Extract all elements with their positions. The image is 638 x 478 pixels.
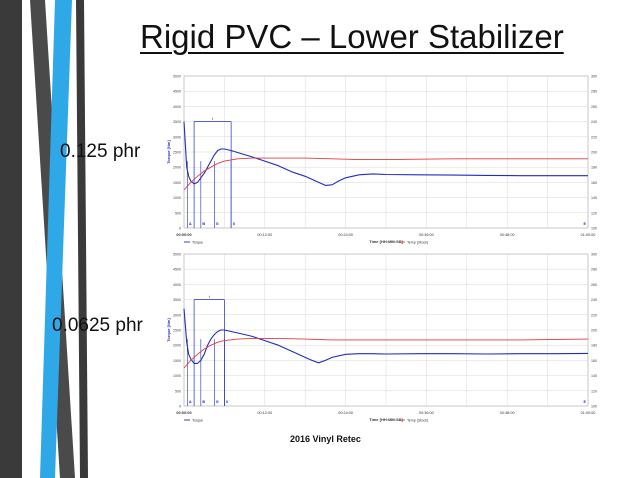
y-tick-left-label: 1000 xyxy=(173,196,181,200)
y-tick-right-label: 100 xyxy=(591,405,597,409)
slide-title: Rigid PVC – Lower Stabilizer xyxy=(140,18,564,55)
temp-series xyxy=(183,337,589,369)
y-tick-left-label: 3000 xyxy=(173,135,181,139)
x-tick-label: 00:24:00 xyxy=(338,411,353,415)
y-tick-right-label: 300 xyxy=(591,75,597,79)
marker-label: X xyxy=(233,222,236,226)
y-tick-right-label: 180 xyxy=(591,166,597,170)
marker-label: X xyxy=(226,400,229,404)
y-tick-left-label: 500 xyxy=(175,211,181,215)
y-tick-right-label: 200 xyxy=(591,151,597,155)
legend-label-torque: Torque xyxy=(192,418,203,422)
torque-series xyxy=(183,121,588,186)
y-tick-right-label: 200 xyxy=(591,329,597,333)
interval-label: t xyxy=(212,116,214,121)
y-tick-left-label: 500 xyxy=(175,389,181,393)
x-tick-label: 00:00:00 xyxy=(176,233,191,237)
y-tick-right-label: 220 xyxy=(591,313,597,317)
y-tick-left-label: 2000 xyxy=(173,166,181,170)
x-axis-label: Time [HH:MM:SS] xyxy=(369,417,403,422)
y-tick-right-label: 280 xyxy=(591,90,597,94)
y-tick-right-label: 240 xyxy=(591,298,597,302)
chart-label-2: 0.0625 phr xyxy=(52,315,143,336)
decorative-stripes xyxy=(0,0,88,478)
x-tick-label: 00:00:00 xyxy=(176,411,191,415)
y-tick-right-label: 120 xyxy=(591,389,597,393)
slide-footer: 2016 Vinyl Retec xyxy=(290,434,361,444)
x-tick-label: 00:12:00 xyxy=(257,233,272,237)
marker-label-end: E xyxy=(583,222,586,226)
blue-stripe xyxy=(40,0,72,478)
marker-label-end: E xyxy=(583,400,586,404)
y-tick-left-label: 4000 xyxy=(173,283,181,287)
y-tick-left-label: 2000 xyxy=(173,344,181,348)
y-tick-left-label: 3000 xyxy=(173,313,181,317)
marker-label: B xyxy=(202,222,205,226)
y-axis-left-label: Torque [Nm] xyxy=(166,140,171,164)
y-tick-left-label: 5000 xyxy=(173,253,181,257)
y-tick-left-label: 2500 xyxy=(173,329,181,333)
x-tick-label: 01:00:00 xyxy=(581,233,596,237)
temp-series xyxy=(183,157,588,191)
x-tick-label: 00:36:00 xyxy=(419,233,434,237)
x-tick-label: 00:48:00 xyxy=(500,233,515,237)
y-tick-right-label: 300 xyxy=(591,253,597,257)
y-tick-right-label: 120 xyxy=(591,211,597,215)
y-tick-left-label: 1000 xyxy=(173,374,181,378)
dark-stripe-1 xyxy=(0,0,22,478)
y-tick-left-label: 0 xyxy=(179,405,181,409)
y-tick-right-label: 160 xyxy=(591,181,597,185)
chart-0125-phr: 0 500 1000 1500 2000 2500 3000 3500 4000 4500 5000… xyxy=(166,75,597,245)
y-tick-right-label: 180 xyxy=(591,344,597,348)
y-tick-left-label: 0 xyxy=(179,227,181,231)
x-axis-label: Time [HH:MM:SS] xyxy=(369,239,403,244)
y-tick-right-label: 280 xyxy=(591,268,597,272)
y-tick-right-label: 100 xyxy=(591,227,597,231)
y-tick-left-label: 1500 xyxy=(173,359,181,363)
marker-label: A xyxy=(189,400,192,404)
dark-stripe-3 xyxy=(76,0,88,478)
y-tick-right-label: 160 xyxy=(591,359,597,363)
chart-00625-phr: 0 500 1000 1500 2000 2500 3000 3500 4000 4500 5000… xyxy=(166,253,597,423)
legend-label-temp: Temp (Stock) xyxy=(407,240,428,244)
y-tick-left-label: 3500 xyxy=(173,120,181,124)
y-tick-left-label: 2500 xyxy=(173,151,181,155)
x-tick-label: 00:24:00 xyxy=(338,233,353,237)
legend-label-temp: Temp (Stock) xyxy=(407,418,428,422)
y-tick-left-label: 5000 xyxy=(173,75,181,79)
chart-label-1: 0.125 phr xyxy=(60,141,141,162)
y-tick-right-label: 260 xyxy=(591,105,597,109)
y-tick-right-label: 140 xyxy=(591,374,597,378)
y-tick-left-label: 1500 xyxy=(173,181,181,185)
x-tick-label: 00:48:00 xyxy=(500,411,515,415)
y-tick-right-label: 240 xyxy=(591,120,597,124)
y-axis-left-label: Torque [Nm] xyxy=(166,318,171,342)
y-tick-left-label: 4500 xyxy=(173,268,181,272)
marker-label: G xyxy=(216,222,219,226)
interval-label: t xyxy=(209,294,211,299)
x-tick-label: 00:36:00 xyxy=(419,411,434,415)
y-tick-right-label: 140 xyxy=(591,196,597,200)
marker-label: G xyxy=(216,400,219,404)
marker-label: B xyxy=(202,400,205,404)
y-tick-right-label: 260 xyxy=(591,283,597,287)
y-tick-left-label: 4500 xyxy=(173,90,181,94)
x-tick-label: 01:00:00 xyxy=(581,411,596,415)
torque-series xyxy=(183,308,589,364)
y-tick-right-label: 220 xyxy=(591,135,597,139)
y-tick-left-label: 3500 xyxy=(173,298,181,302)
legend-label-torque: Torque xyxy=(192,240,203,244)
y-tick-left-label: 4000 xyxy=(173,105,181,109)
marker-label: A xyxy=(189,222,192,226)
x-tick-label: 00:12:00 xyxy=(257,411,272,415)
